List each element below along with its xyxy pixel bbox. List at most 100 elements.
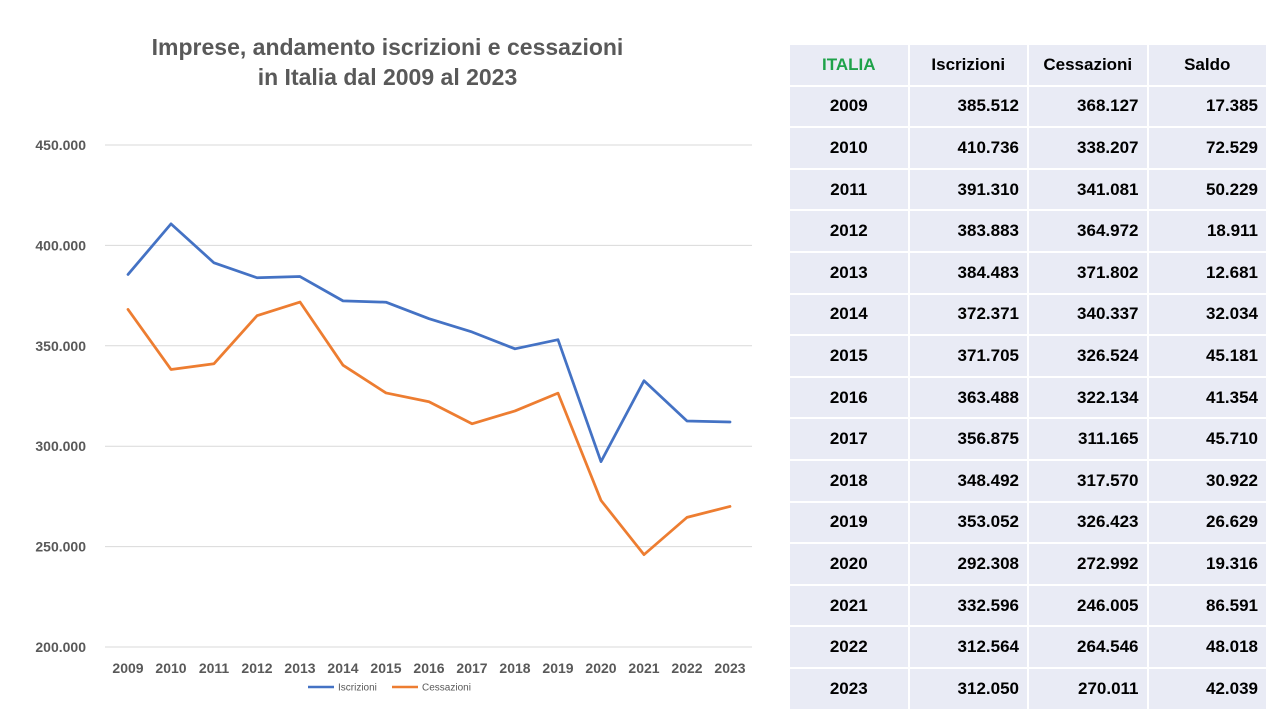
data-point [471, 331, 473, 333]
table-cell-saldo: 86.591 [1146, 583, 1268, 628]
table-cell-year: 2017 [788, 417, 910, 461]
data-point [385, 392, 387, 394]
table-row: 2009 385.512 368.127 17.385 [788, 84, 1268, 129]
legend-label: Cessazioni [422, 683, 471, 694]
table-cell-year: 2013 [788, 250, 910, 295]
data-point [471, 423, 473, 425]
x-tick-label: 2009 [112, 660, 143, 676]
table-cell-iscrizioni: 385.512 [907, 84, 1029, 129]
table-cell-iscrizioni: 312.564 [907, 625, 1029, 669]
table-cell-cessazioni: 368.127 [1027, 84, 1149, 129]
x-tick-label: 2019 [542, 660, 573, 676]
table-cell-cessazioni: 326.423 [1027, 500, 1149, 545]
table-row: 2018 348.492 317.570 30.922 [788, 458, 1268, 503]
table-row: 2013 384.483 371.802 12.681 [788, 250, 1268, 295]
table-row: 2021 332.596 246.005 86.591 [788, 583, 1268, 628]
table-row: 2010 410.736 338.207 72.529 [788, 126, 1268, 170]
table-cell-cessazioni: 340.337 [1027, 292, 1149, 337]
data-point [557, 339, 559, 341]
table-cell-iscrizioni: 312.050 [907, 666, 1029, 711]
table-row: 2022 312.564 264.546 48.018 [788, 625, 1268, 669]
table-header-row: ITALIA Iscrizioni Cessazioni Saldo [788, 43, 1268, 87]
x-tick-label: 2014 [327, 660, 358, 676]
data-point [514, 410, 516, 412]
data-point [600, 461, 602, 463]
data-point [600, 499, 602, 501]
table-cell-year: 2018 [788, 458, 910, 503]
x-tick-label: 2023 [714, 660, 745, 676]
table-cell-iscrizioni: 371.705 [907, 334, 1029, 378]
table-cell-year: 2012 [788, 209, 910, 253]
table-row: 2015 371.705 326.524 45.181 [788, 334, 1268, 378]
data-point [342, 300, 344, 302]
x-tick-label: 2018 [499, 660, 530, 676]
table-row: 2016 363.488 322.134 41.354 [788, 375, 1268, 420]
data-point [428, 401, 430, 403]
table-row: 2023 312.050 270.011 42.039 [788, 666, 1268, 711]
y-tick-label: 250.000 [35, 539, 86, 555]
table-cell-year: 2011 [788, 167, 910, 212]
data-point [557, 392, 559, 394]
table-cell-saldo: 12.681 [1146, 250, 1268, 295]
table-cell-cessazioni: 270.011 [1027, 666, 1149, 711]
data-point [170, 368, 172, 370]
table-cell-year: 2015 [788, 334, 910, 378]
series-line-iscrizioni [126, 222, 732, 464]
table-cell-cessazioni: 326.524 [1027, 334, 1149, 378]
table-cell-saldo: 19.316 [1146, 542, 1268, 586]
data-point [213, 363, 215, 365]
table-cell-iscrizioni: 332.596 [907, 583, 1029, 628]
x-tick-label: 2012 [241, 660, 272, 676]
table-cell-year: 2020 [788, 542, 910, 586]
data-point [342, 364, 344, 366]
table-cell-saldo: 17.385 [1146, 84, 1268, 129]
line-chart: 200.000 250.000 300.000 350.000 400.000 450.0… [35, 137, 752, 694]
table-cell-iscrizioni: 384.483 [907, 250, 1029, 295]
x-tick-label: 2017 [456, 660, 487, 676]
table-cell-saldo: 48.018 [1146, 625, 1268, 669]
table-cell-cessazioni: 317.570 [1027, 458, 1149, 503]
y-tick-label: 400.000 [35, 237, 86, 253]
x-tick-label: 2016 [413, 660, 444, 676]
table-cell-year: 2023 [788, 666, 910, 711]
table-cell-iscrizioni: 292.308 [907, 542, 1029, 586]
table-cell-saldo: 30.922 [1146, 458, 1268, 503]
table-cell-cessazioni: 311.165 [1027, 417, 1149, 461]
table-cell-cessazioni: 264.546 [1027, 625, 1149, 669]
table-cell-cessazioni: 272.992 [1027, 542, 1149, 586]
table-cell-saldo: 26.629 [1146, 500, 1268, 545]
data-point [514, 348, 516, 350]
table-cell-cessazioni: 338.207 [1027, 126, 1149, 170]
table-cell-iscrizioni: 372.371 [907, 292, 1029, 337]
data-point [643, 554, 645, 556]
y-tick-label: 450.000 [35, 137, 86, 153]
data-point [686, 420, 688, 422]
table-cell-iscrizioni: 363.488 [907, 375, 1029, 420]
table-cell-cessazioni: 364.972 [1027, 209, 1149, 253]
table-cell-saldo: 45.710 [1146, 417, 1268, 461]
table-cell-cessazioni: 246.005 [1027, 583, 1149, 628]
table-row: 2019 353.052 326.423 26.629 [788, 500, 1268, 545]
x-tick-label: 2011 [199, 660, 230, 676]
chart-title: Imprese, andamento iscrizioni e cessazio… [100, 32, 675, 92]
data-point [127, 273, 129, 275]
data-table: ITALIA Iscrizioni Cessazioni Saldo 2009 3… [788, 43, 1268, 711]
table-cell-saldo: 42.039 [1146, 666, 1268, 711]
data-point [299, 301, 301, 303]
table-cell-iscrizioni: 383.883 [907, 209, 1029, 253]
table-cell-iscrizioni: 410.736 [907, 126, 1029, 170]
table-cell-year: 2019 [788, 500, 910, 545]
y-tick-label: 300.000 [35, 438, 86, 454]
x-tick-label: 2015 [370, 660, 401, 676]
table-cell-year: 2009 [788, 84, 910, 129]
x-tick-label: 2021 [628, 660, 659, 676]
table-cell-saldo: 50.229 [1146, 167, 1268, 212]
x-tick-label: 2020 [585, 660, 616, 676]
table-cell-iscrizioni: 353.052 [907, 500, 1029, 545]
data-point [170, 223, 172, 225]
chart-title-line-2: in Italia dal 2009 al 2023 [257, 64, 518, 90]
table-cell-saldo: 32.034 [1146, 292, 1268, 337]
table-header-iscrizioni: Iscrizioni [907, 43, 1029, 87]
chart-title-line-1: Imprese, andamento iscrizioni e cessazio… [151, 34, 624, 60]
table-row: 2012 383.883 364.972 18.911 [788, 209, 1268, 253]
